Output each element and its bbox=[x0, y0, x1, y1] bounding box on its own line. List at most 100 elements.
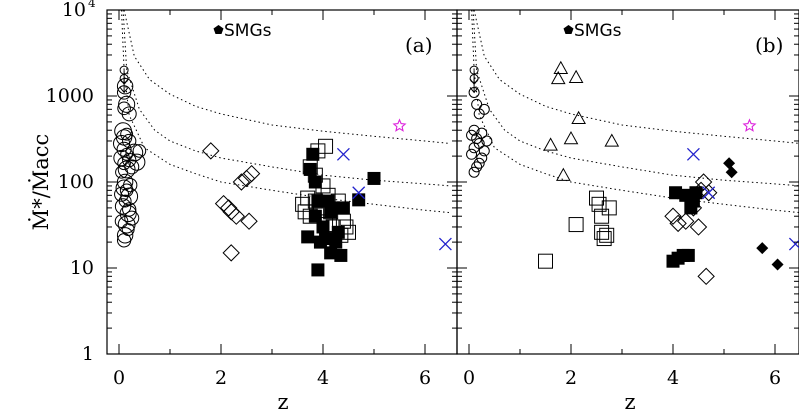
panel-b-open-circle-small-point bbox=[478, 103, 490, 115]
panel-a-open-circle-point bbox=[128, 153, 146, 171]
panel-b-open-circle-small-point bbox=[478, 145, 490, 157]
panel-b-dotted-curve-3 bbox=[471, 10, 799, 214]
panel-a-open-diamond-point bbox=[240, 212, 258, 230]
panel-a-open-diamond-point bbox=[219, 199, 238, 217]
panel-b-open-diamond-point bbox=[664, 207, 682, 225]
x-tick-labels: 0 2 4 6 0 2 4 6 bbox=[113, 367, 781, 389]
x-axis-label-a: z bbox=[277, 390, 288, 414]
panel-b-x-tick-label: 0 bbox=[463, 367, 475, 389]
panel-b-upper-limit-arrow-point-arrow bbox=[469, 70, 479, 85]
panel-a-open-circle-point bbox=[117, 156, 131, 171]
panel-b-open-square-point bbox=[538, 253, 553, 269]
panel-a-ticks bbox=[107, 10, 457, 355]
panel-a-filled-square-point bbox=[311, 263, 325, 277]
panel-b-curves bbox=[471, 10, 799, 214]
panel-a-open-circle-point bbox=[115, 179, 133, 197]
panel-a-open-square-point bbox=[318, 138, 334, 154]
y-tick-label: 10 bbox=[62, 0, 86, 21]
panel-b-filled-diamond-point bbox=[771, 258, 784, 271]
y-tick-label: 1000 bbox=[46, 85, 94, 107]
panel-a-filled-square-point bbox=[326, 201, 340, 215]
panel-b-open-triangle-point bbox=[553, 60, 569, 74]
panel-b-legend-smg-text: SMGs bbox=[574, 21, 622, 41]
panel-b-legend: SMGs bbox=[563, 21, 622, 41]
panel-a-open-circle-point bbox=[118, 95, 136, 113]
panel-a-cross-point bbox=[336, 147, 350, 161]
panel-b-open-triangle-point bbox=[543, 137, 558, 151]
panel-b-open-square-point bbox=[594, 208, 610, 224]
panel-a-open-circle-point bbox=[124, 210, 140, 226]
panel-b-label: (b) bbox=[755, 33, 783, 57]
panel-a-filled-square-point bbox=[319, 232, 333, 246]
panel-b-open-diamond-point bbox=[689, 218, 708, 236]
x-axis-label-b: z bbox=[624, 390, 635, 414]
panel-a-open-diamond-point bbox=[202, 142, 220, 160]
panel-a-filled-square-point bbox=[311, 194, 325, 208]
panel-b-star-point bbox=[742, 118, 757, 132]
panel-a-legend-smg-text: SMGs bbox=[224, 21, 272, 41]
panel-a-cross-point bbox=[438, 237, 452, 251]
panel-a-curves bbox=[121, 10, 451, 214]
panel-a-open-circle-point bbox=[124, 159, 140, 175]
panel-a-upper-limit-arrow-point-arrow bbox=[119, 70, 129, 85]
panel-b-open-triangle-point bbox=[568, 69, 584, 83]
panel-b-cross-point bbox=[686, 147, 700, 161]
panel-a-x-tick-label: 6 bbox=[419, 367, 431, 389]
panel-a-legend: SMGs bbox=[213, 21, 272, 41]
y-tick-label: 1 bbox=[82, 343, 94, 365]
panel-a-filled-square-point bbox=[367, 171, 381, 185]
y-axis-title: Ṁ*/Ṁacc bbox=[29, 134, 53, 231]
panel-a-open-diamond-point bbox=[214, 194, 233, 213]
panel-a-filled-square-point bbox=[303, 162, 317, 176]
panel-a-marks bbox=[113, 65, 452, 277]
panel-b-open-diamond-point bbox=[677, 212, 695, 230]
panel-a-open-circle-point bbox=[123, 177, 138, 193]
panel-b-open-square-point bbox=[596, 231, 612, 247]
panel-b-filled-diamond-point bbox=[723, 157, 736, 170]
panel-a-dotted-curve-3 bbox=[121, 10, 451, 214]
panel-a-filled-square-point bbox=[308, 175, 322, 189]
panel-a-legend-smg-marker bbox=[213, 25, 224, 34]
panel-a-x-tick-label: 4 bbox=[317, 367, 329, 389]
panel-b-open-triangle-point bbox=[556, 167, 571, 181]
panel-b-open-circle-small-point bbox=[481, 135, 493, 147]
panel-b-ticks bbox=[457, 10, 799, 355]
panel-a-open-circle-point bbox=[122, 133, 137, 149]
panel-b-filled-square-point bbox=[679, 188, 693, 202]
panel-b-open-circle-small-point bbox=[473, 138, 485, 150]
panel-b-open-circle-small-point bbox=[466, 129, 478, 141]
panel-a-open-circle-point bbox=[113, 134, 131, 153]
panel-b-open-diamond-point bbox=[697, 267, 715, 286]
panel-a-open-circle-point bbox=[114, 122, 132, 141]
panel-b-open-triangle-point bbox=[563, 131, 579, 145]
panel-b-open-diamond-point bbox=[699, 184, 718, 202]
panel-b-filled-square-point bbox=[689, 186, 703, 200]
panel-a-open-circle-point bbox=[122, 202, 137, 217]
panel-a-dotted-curve-2 bbox=[122, 10, 451, 187]
panel-b-open-diamond-point bbox=[669, 214, 687, 233]
panel-b-cross-point bbox=[788, 237, 799, 251]
panel-a: (a) SMGs bbox=[106, 9, 458, 355]
panel-a-open-circle-point bbox=[117, 101, 131, 116]
panel-a-filled-square-point bbox=[334, 248, 348, 262]
panel-b-filled-square-point bbox=[681, 248, 695, 262]
panel-b-dotted-curve-1 bbox=[473, 10, 799, 144]
panel-b-dotted-curve-2 bbox=[472, 10, 799, 187]
panel-a-frame bbox=[106, 9, 458, 355]
panel-b-filled-diamond-point bbox=[725, 166, 738, 179]
panel-a-label: (a) bbox=[405, 33, 433, 57]
panel-b-open-triangle-point bbox=[571, 110, 586, 125]
y-tick-label-exponent: 4 bbox=[88, 0, 96, 10]
panel-b-open-circle-small-point bbox=[471, 161, 483, 173]
panel-b-filled-square-point bbox=[669, 186, 683, 200]
panel-b-cross-point bbox=[702, 186, 716, 200]
panel-a-open-circle-point bbox=[119, 183, 134, 198]
panel-b-open-square-point bbox=[568, 217, 584, 233]
panel-a-filled-square-point bbox=[308, 209, 322, 223]
panel-a-open-circle-point bbox=[116, 141, 132, 157]
panel-a-open-diamond-point bbox=[242, 164, 261, 183]
panel-a-x-tick-label: 2 bbox=[215, 367, 227, 389]
panel-b-open-circle-small-point bbox=[468, 124, 480, 136]
panel-b-open-circle-small-point bbox=[468, 166, 480, 178]
